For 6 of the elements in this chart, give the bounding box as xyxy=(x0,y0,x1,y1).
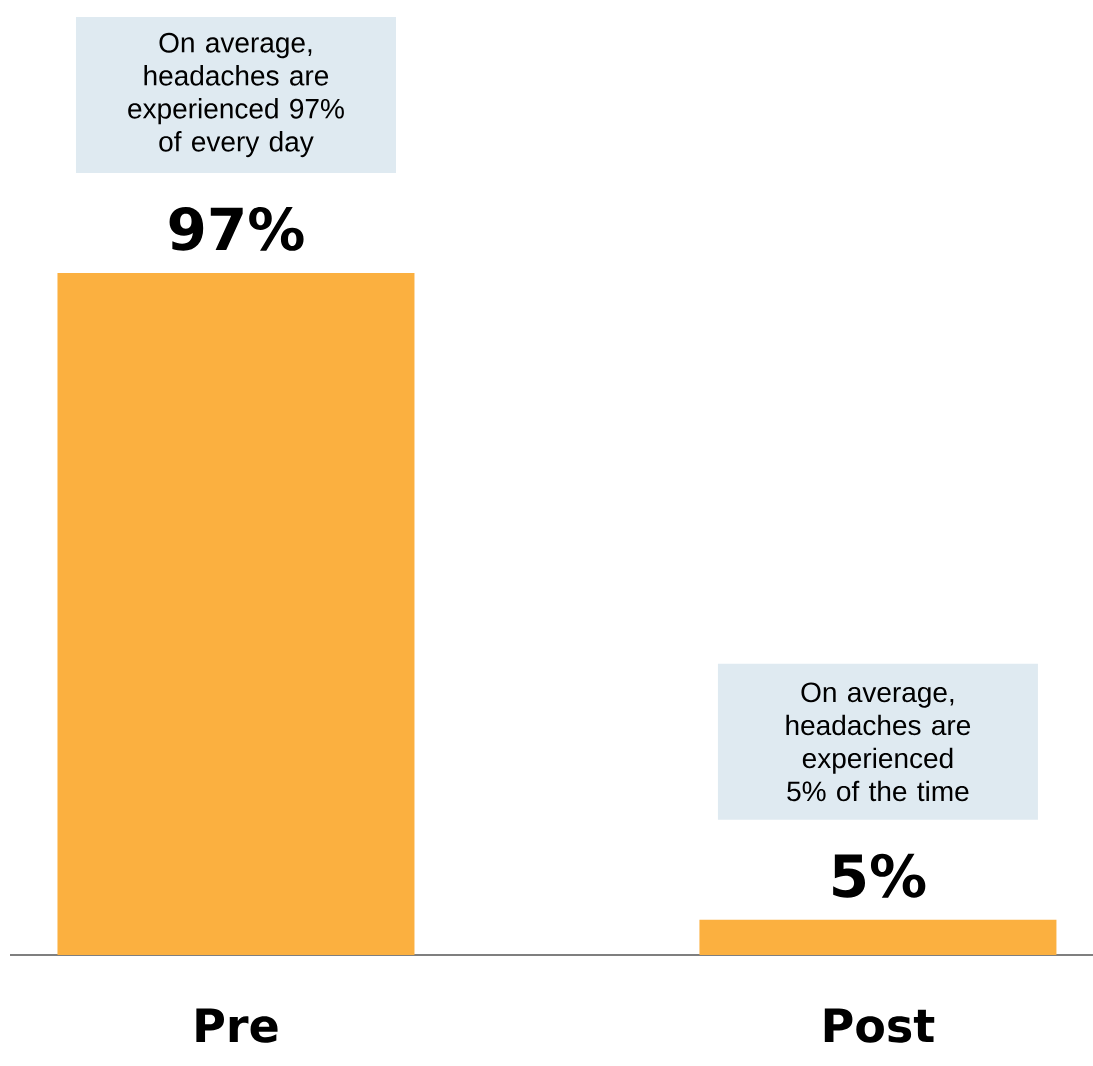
x-tick-label: Pre xyxy=(196,1008,278,1043)
data-label: 5% xyxy=(833,853,926,898)
annotation: On average, headaches are experienced 5% of the time xyxy=(786,682,971,802)
data-label: 97% xyxy=(169,206,304,251)
text: On average, headaches are experienced 97% of every day xyxy=(128,32,344,158)
x-tick-label: Post xyxy=(824,1008,935,1043)
